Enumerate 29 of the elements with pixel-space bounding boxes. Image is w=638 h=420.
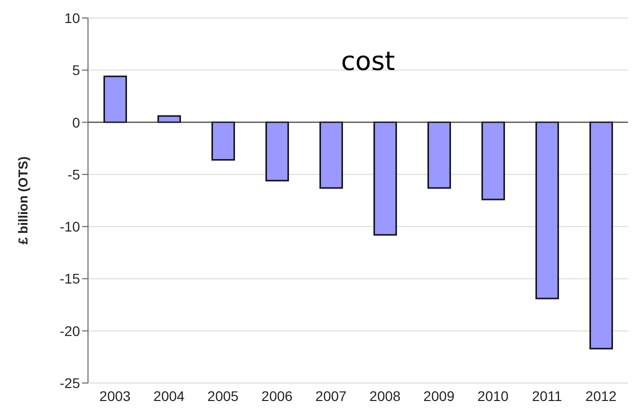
x-tick-label: 2003	[99, 388, 131, 404]
bar	[589, 122, 613, 350]
x-tick-label: 2007	[315, 388, 347, 404]
x-tick-label: 2011	[532, 388, 562, 404]
bar	[265, 122, 289, 182]
y-tick-label: -10	[60, 218, 80, 235]
y-tick-label: -20	[60, 322, 80, 339]
y-tick-label: 10	[64, 10, 80, 26]
bar	[535, 122, 559, 300]
bar	[427, 122, 451, 189]
x-tick-label: 2010	[477, 388, 509, 404]
bar	[103, 76, 127, 124]
x-tick-label: 2009	[423, 388, 455, 404]
bar	[211, 122, 235, 161]
bar	[481, 122, 505, 200]
y-tick-label: -25	[60, 374, 80, 391]
bar	[373, 122, 397, 236]
y-tick-label: 0	[72, 114, 80, 130]
bar	[319, 122, 343, 189]
y-tick-label: -15	[60, 270, 80, 287]
y-axis-title: £ billion (OTS)	[16, 156, 31, 245]
y-tick-label: 5	[72, 62, 80, 78]
x-tick-label: 2012	[585, 388, 617, 404]
y-tick-label: -5	[68, 166, 80, 182]
x-tick-label: 2008	[369, 388, 401, 404]
x-tick-label: 2005	[207, 388, 239, 404]
x-tick-label: 2006	[261, 388, 293, 404]
x-tick-label: 2004	[153, 388, 185, 404]
text: cost	[341, 47, 395, 77]
